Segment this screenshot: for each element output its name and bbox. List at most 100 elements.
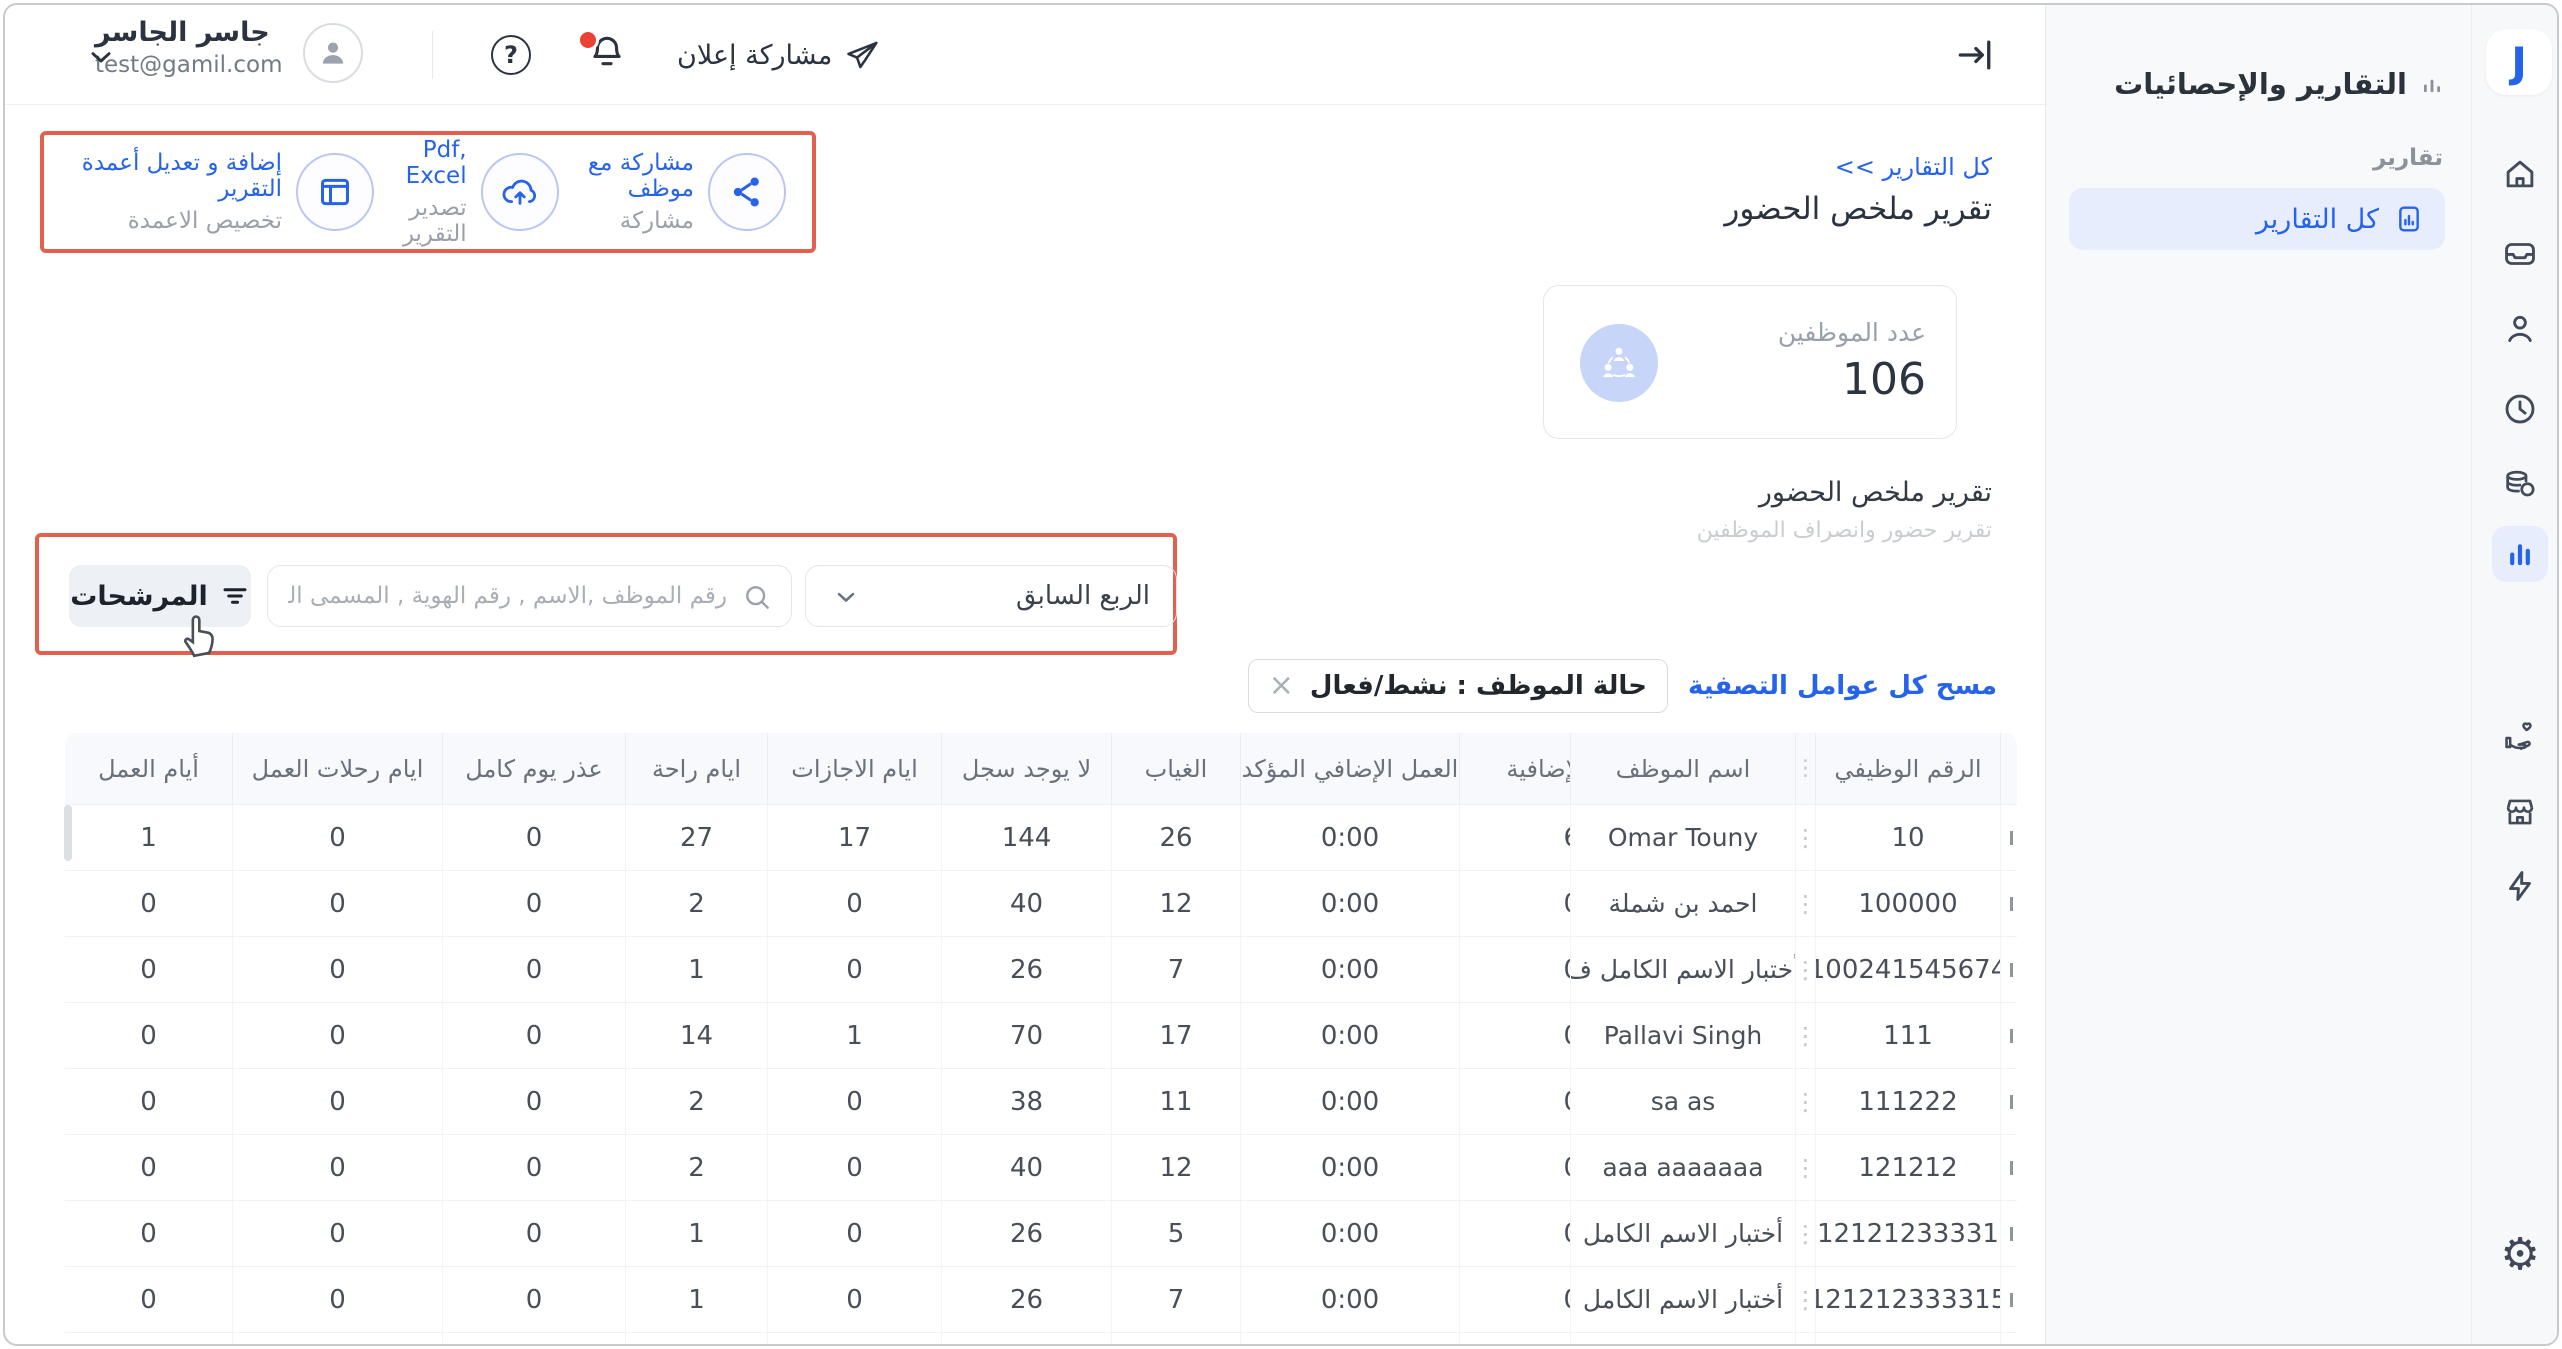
table-row[interactable]: 100000 ⋮ احمد بن شملة 0 0:00 12 40 0 2 0… (65, 871, 2017, 937)
table-cell-work-days: 1 (140, 822, 157, 853)
table-header-cell[interactable]: عذر يوم كامل (442, 733, 625, 804)
table-cell-absence: 7 (1111, 937, 1240, 1002)
breadcrumb[interactable]: كل التقارير >> (1834, 153, 1992, 181)
notification-badge (577, 29, 599, 51)
reports-icon-active[interactable] (2492, 526, 2548, 582)
columns-secondary-label: تخصيص الاعمدة (127, 208, 283, 234)
table-header-cell[interactable]: ايام راحة (625, 733, 767, 804)
table-cell-confirmed-overtime: 0:00 (1240, 1201, 1459, 1266)
table-header-cell[interactable]: الغياب (1111, 733, 1240, 804)
table-cell-absence: 7 (1111, 1267, 1240, 1332)
table-cell-full-day-excuse (442, 1333, 625, 1344)
table-cell-work-days: 0 (140, 1086, 157, 1117)
table-cell (2000, 1003, 2017, 1068)
person-icon[interactable] (2472, 310, 2557, 348)
stat-label: عدد الموظفين (1777, 318, 1926, 347)
export-report-button[interactable]: Pdf, Excel تصدير التقرير (374, 137, 559, 247)
table-cell-absence: 11 (1111, 1069, 1240, 1134)
table-header-cell[interactable]: لا يوجد سجل (941, 733, 1111, 804)
row-drag-handle-icon[interactable]: ⋮ (1795, 1201, 1815, 1266)
notifications-bell-icon[interactable] (577, 29, 629, 79)
hand-cursor-icon (174, 607, 226, 659)
table-cell-business-trips: 0 (232, 937, 442, 1002)
status-filter-chip-label: حالة الموظف : نشط/فعال (1309, 671, 1647, 701)
search-input[interactable] (268, 566, 791, 626)
table-header-cell[interactable]: العمل الإضافي المؤكد (1240, 733, 1459, 804)
user-menu-chevron-down-icon[interactable] (85, 41, 117, 73)
table-row[interactable]: 100241545674 ⋮ أختبار الاسم الكامل ف 0 0… (65, 937, 2017, 1003)
table-cell-rest-days: 1 (625, 1201, 767, 1266)
horizontal-scrollbar[interactable] (157, 1344, 2013, 1346)
table-cell-rest-days: 27 (625, 805, 767, 870)
bolt-icon[interactable] (2472, 867, 2557, 905)
app-logo[interactable]: J (2486, 29, 2552, 95)
table-header-cell[interactable] (2000, 733, 2017, 804)
sidebar-item-all-reports[interactable]: كل التقارير (2069, 188, 2445, 250)
row-drag-handle-icon[interactable]: ⋮ (1795, 805, 1815, 870)
coins-icon[interactable] (2472, 465, 2557, 503)
table-row[interactable]: 121212333315 ⋮ أختبار الاسم الكامل 0 0:0… (65, 1267, 2017, 1333)
table-cell-employee-name: أختبار الاسم الكامل (1570, 1201, 1795, 1266)
close-icon[interactable]: × (1268, 668, 1294, 703)
table-cell-confirmed-overtime: 0:00 (1240, 805, 1459, 870)
table-cell-no-record: 144 (941, 805, 1111, 870)
gear-icon[interactable]: ⚙ (2500, 1229, 2540, 1280)
customize-columns-button[interactable]: إضافة و تعديل أعمدة التقرير تخصيص الاعمد… (70, 150, 375, 234)
table-cell-absence: 26 (1111, 805, 1240, 870)
clear-all-filters-link[interactable]: مسح كل عوامل التصفية (1687, 671, 1997, 701)
table-cell-employee-id: 111222 (1815, 1069, 2000, 1134)
avatar[interactable] (303, 23, 363, 83)
table-cell-confirmed-overtime: 0:00 (1240, 1003, 1459, 1068)
table-header-cell[interactable]: الإضافية (1459, 733, 1570, 804)
table-cell-work-days: 0 (140, 954, 157, 985)
table-header-cell[interactable]: ايام رحلات العمل (232, 733, 442, 804)
row-drag-handle-icon[interactable]: ⋮ (1795, 1003, 1815, 1068)
table-cell-leave-days: 0 (767, 871, 941, 936)
table-cell-overtime: 0 (1459, 1201, 1570, 1266)
row-drag-handle-icon[interactable]: ⋮ (1795, 871, 1815, 936)
table-row[interactable] (65, 1333, 2017, 1344)
collapse-sidebar-icon[interactable] (1953, 33, 1997, 77)
table-row[interactable]: 121212 ⋮ aaa aaaaaaa 0 0:00 12 40 0 2 0 … (65, 1135, 2017, 1201)
row-drag-handle-icon[interactable]: ⋮ (1795, 1135, 1815, 1200)
help-icon[interactable]: ? (491, 35, 531, 75)
table-header-cell[interactable]: الرقم الوظيفي (1815, 733, 2000, 804)
inbox-icon[interactable] (2472, 235, 2557, 273)
table-cell-business-trips: 0 (232, 871, 442, 936)
table-cell-no-record (941, 1333, 1111, 1344)
clock-icon[interactable] (2472, 390, 2557, 428)
table-cell-leave-days: 0 (767, 1069, 941, 1134)
report-document-icon (2393, 203, 2425, 235)
table-cell-full-day-excuse: 0 (442, 937, 625, 1002)
hand-heart-icon[interactable] (2472, 717, 2557, 755)
table-header-cell[interactable]: ⋮ (1795, 733, 1815, 804)
export-primary-label: Pdf, Excel (405, 137, 467, 189)
page-title: تقرير ملخص الحضور (1724, 191, 1992, 227)
store-icon[interactable] (2472, 793, 2557, 831)
user-info: جاسر الجاسر test@gamil.com (95, 17, 293, 78)
table-row[interactable]: 12121233331 ⋮ أختبار الاسم الكامل 0 0:00… (65, 1201, 2017, 1267)
table-row[interactable]: 111222 ⋮ sa as 0 0:00 11 38 0 2 0 0 0 (65, 1069, 2017, 1135)
filters-button[interactable]: المرشحات (69, 565, 251, 627)
row-drag-handle-icon[interactable] (1795, 1333, 1815, 1344)
table-cell-confirmed-overtime: 0:00 (1240, 1135, 1459, 1200)
table-header-cell[interactable]: أيام العمل (98, 754, 199, 783)
row-drag-handle-icon[interactable]: ⋮ (1795, 1069, 1815, 1134)
share-report-button[interactable]: مشاركة مع موظف مشاركة (559, 150, 786, 234)
home-icon[interactable] (2472, 155, 2557, 193)
table-cell-no-record: 38 (941, 1069, 1111, 1134)
period-select[interactable]: الربع السابق (805, 565, 1177, 627)
section-subtitle: تقرير حضور وانصراف الموظفين (1696, 518, 1992, 543)
table-cell-business-trips: 0 (232, 1069, 442, 1134)
table-header-cell[interactable]: ايام الاجازات (767, 733, 941, 804)
share-announcement-button[interactable]: مشاركة إعلان (677, 35, 880, 75)
stat-value: 106 (1842, 354, 1926, 405)
row-drag-handle-icon[interactable]: ⋮ (1795, 937, 1815, 1002)
row-drag-handle-icon[interactable]: ⋮ (1795, 1267, 1815, 1332)
vertical-scrollbar-thumb[interactable] (64, 805, 72, 861)
table-row[interactable]: 111 ⋮ Pallavi Singh 0 0:00 17 70 1 14 0 … (65, 1003, 2017, 1069)
table-cell-rest-days: 2 (625, 1069, 767, 1134)
table-cell-confirmed-overtime (1240, 1333, 1459, 1344)
table-header-cell[interactable]: اسم الموظف (1570, 733, 1795, 804)
table-row[interactable]: 10 ⋮ Omar Touny 6 0:00 26 144 17 27 0 0 … (65, 805, 2017, 871)
